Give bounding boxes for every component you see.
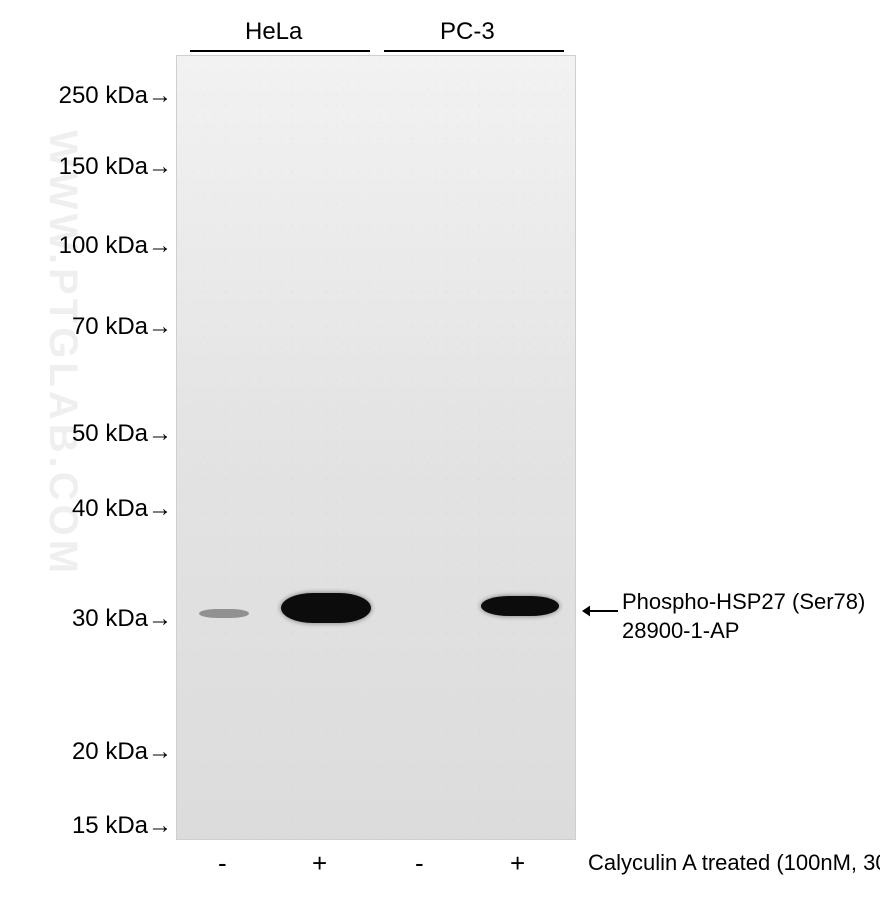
lane-header-bar xyxy=(190,50,370,52)
blot-membrane xyxy=(176,55,576,840)
mw-marker: 150 kDa→ xyxy=(59,153,172,181)
mw-marker: 30 kDa→ xyxy=(72,605,172,633)
target-label: Phospho-HSP27 (Ser78) 28900-1-AP xyxy=(622,588,865,645)
lane-treatment-symbol: + xyxy=(510,848,525,879)
watermark: WWW.PTGLAB.COM xyxy=(20,130,80,780)
wb-band xyxy=(481,596,559,616)
blot-speckle xyxy=(177,56,575,839)
figure-container: WWW.PTGLAB.COM HeLa PC-3 250 kDa→ 150 kDa→… xyxy=(0,0,880,903)
mw-marker: 15 kDa→ xyxy=(72,812,172,840)
wb-band xyxy=(199,609,249,618)
mw-marker: 100 kDa→ xyxy=(59,232,172,260)
lane-treatment-symbol: - xyxy=(218,848,227,879)
mw-marker: 70 kDa→ xyxy=(72,313,172,341)
lane-header-label: PC-3 xyxy=(440,18,495,46)
treatment-label: Calyculin A treated (100nM, 30min) xyxy=(588,850,880,876)
lane-header-label: HeLa xyxy=(245,18,302,46)
lane-treatment-symbol: - xyxy=(415,848,424,879)
mw-marker: 50 kDa→ xyxy=(72,420,172,448)
lane-treatment-symbol: + xyxy=(312,848,327,879)
mw-marker: 40 kDa→ xyxy=(72,495,172,523)
wb-band xyxy=(281,593,371,623)
mw-marker: 250 kDa→ xyxy=(59,82,172,110)
target-arrow-icon xyxy=(582,603,618,619)
mw-marker: 20 kDa→ xyxy=(72,738,172,766)
target-line2: 28900-1-AP xyxy=(622,617,865,646)
lane-header-bar xyxy=(384,50,564,52)
target-line1: Phospho-HSP27 (Ser78) xyxy=(622,588,865,617)
